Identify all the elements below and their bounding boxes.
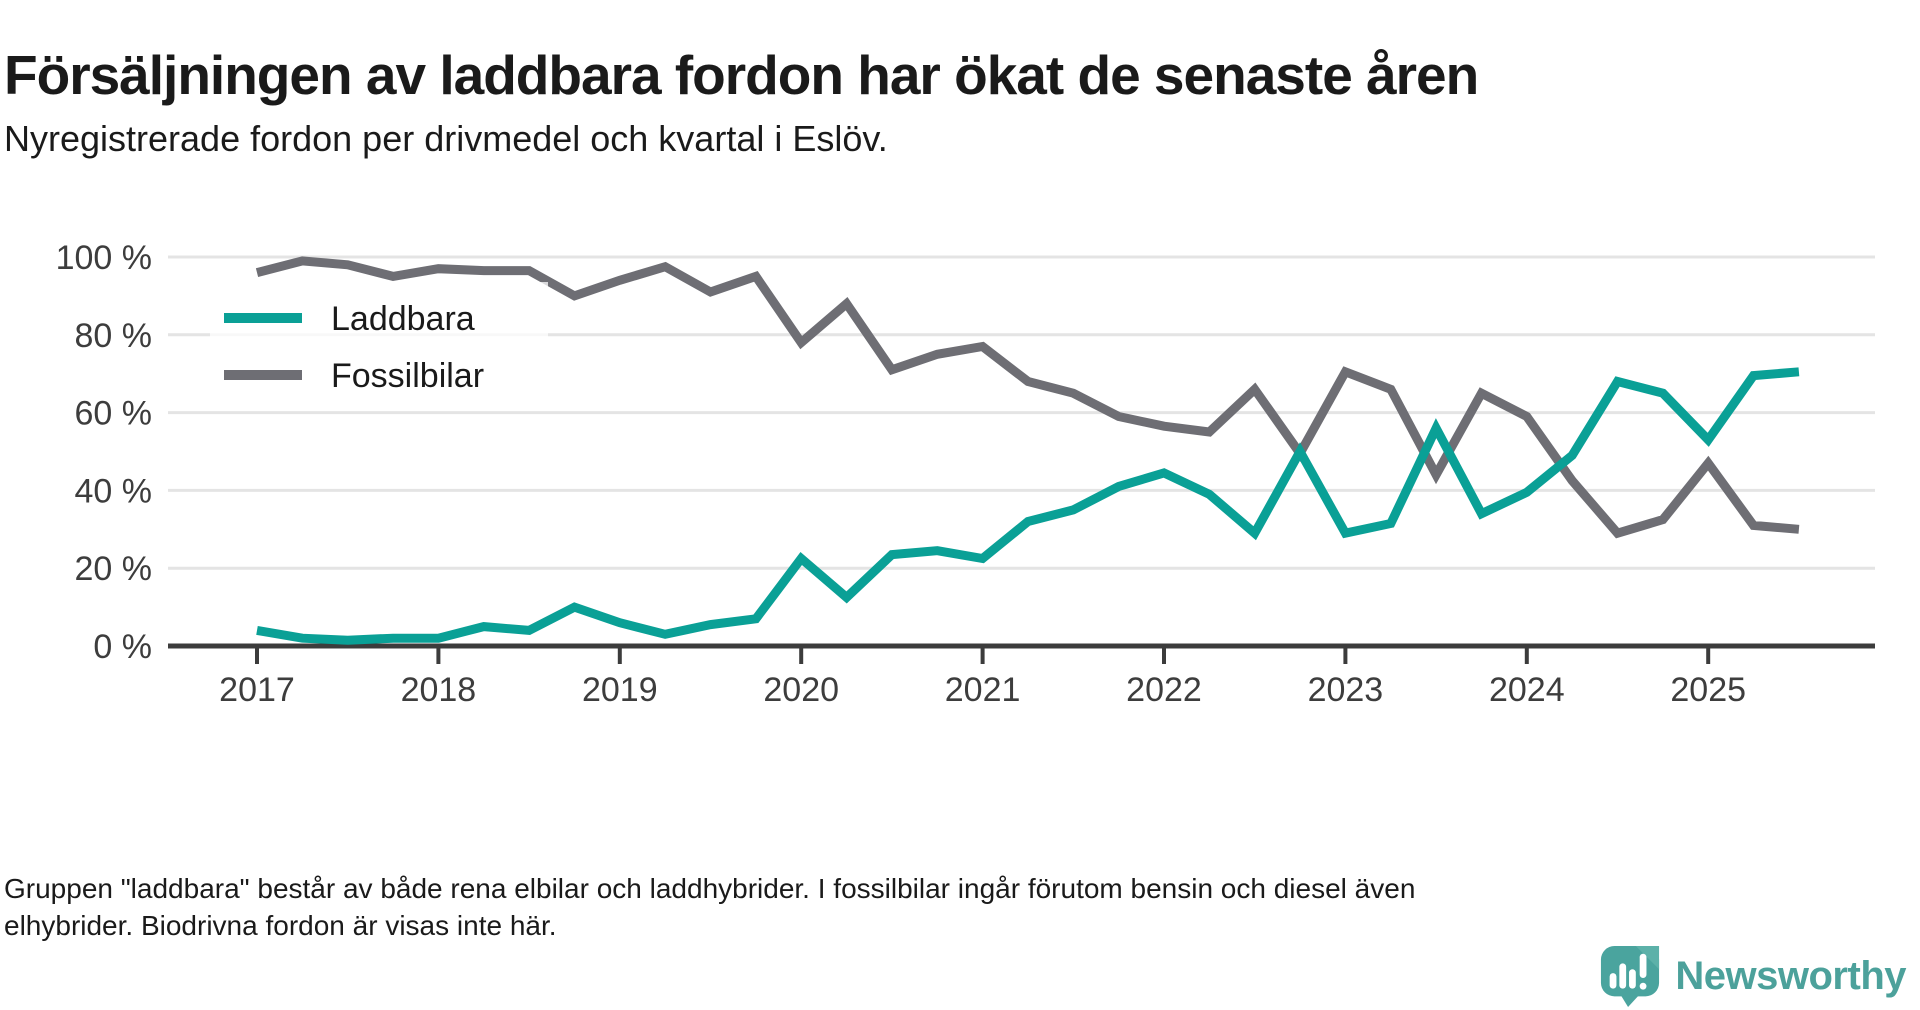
x-tick-label: 2021 [945, 671, 1021, 709]
x-tick-label: 2020 [763, 671, 839, 709]
x-axis: 2017 2018 2019 2020 2021 2022 2023 2024 2025 [219, 646, 1746, 709]
y-tick-label: 40 % [75, 472, 153, 510]
page-title: Försäljningen av laddbara fordon har öka… [4, 43, 1479, 106]
legend-background [210, 282, 548, 410]
y-axis-labels: 0 % 20 % 40 % 60 % 80 % 100 % [56, 239, 152, 666]
chart-footnote: Gruppen "laddbara" består av både rena e… [4, 873, 1416, 941]
y-tick-label: 80 % [75, 317, 153, 355]
legend-label-fossilbilar: Fossilbilar [331, 357, 484, 395]
series-layer [255, 256, 1800, 645]
chart-legend: Laddbara Fossilbilar [210, 282, 548, 410]
page-subtitle: Nyregistrerade fordon per drivmedel och … [4, 118, 888, 159]
x-tick-label: 2023 [1308, 671, 1384, 709]
chart-canvas: 0 % 20 % 40 % 60 % 80 % 100 % 2017 2018 2019 202… [56, 239, 1875, 709]
y-tick-label: 0 % [93, 628, 152, 666]
series-line-laddbara [256, 367, 1800, 645]
line-chart: 0 % 20 % 40 % 60 % 80 % 100 % 2017 2018 2019 202… [0, 180, 1920, 710]
y-tick-label: 60 % [75, 395, 153, 433]
x-tick-label: 2019 [582, 671, 658, 709]
newsworthy-logo-text: Newsworthy [1675, 953, 1906, 998]
y-tick-label: 100 % [56, 239, 152, 277]
newsworthy-logo-icon [1601, 945, 1660, 1007]
legend-label-laddbara: Laddbara [331, 300, 475, 338]
x-tick-label: 2018 [401, 671, 477, 709]
x-tick-label: 2022 [1126, 671, 1202, 709]
x-tick-label: 2025 [1670, 671, 1746, 709]
y-tick-label: 20 % [75, 550, 153, 588]
x-tick-label: 2024 [1489, 671, 1565, 709]
series-line-fossilbilar [255, 256, 1800, 539]
x-tick-label: 2017 [219, 671, 295, 709]
branding: Newsworthy [1599, 944, 1906, 1008]
